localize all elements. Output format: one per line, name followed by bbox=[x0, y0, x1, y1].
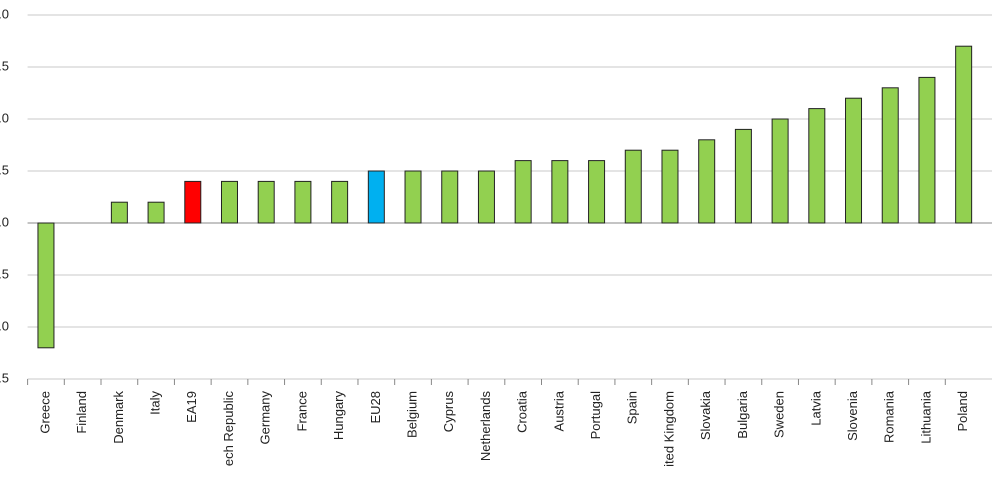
bar bbox=[441, 170, 459, 224]
y-tick-label: 1.5 bbox=[0, 58, 9, 73]
y-tick-label: -1.5 bbox=[0, 370, 9, 385]
x-tick-label: Finland bbox=[74, 391, 89, 434]
bar bbox=[257, 180, 275, 224]
x-tick-label: France bbox=[294, 391, 309, 431]
bar bbox=[37, 222, 55, 349]
x-tick-label: Belgium bbox=[404, 391, 419, 438]
bar bbox=[514, 160, 532, 224]
bar bbox=[477, 170, 495, 224]
bar bbox=[294, 180, 312, 224]
bar bbox=[771, 118, 789, 224]
y-tick-label: 2.0 bbox=[0, 6, 9, 21]
x-tick-label: Netherlands bbox=[478, 391, 493, 462]
x-tick-label: Poland bbox=[955, 391, 970, 431]
x-tick-label: Cyprus bbox=[441, 391, 456, 433]
bar bbox=[184, 180, 202, 224]
bar bbox=[698, 139, 716, 224]
bar bbox=[661, 149, 679, 224]
x-tick-label: Denmark bbox=[111, 391, 126, 444]
x-tick-label: Hungary bbox=[331, 391, 346, 441]
y-tick-label: -1.0 bbox=[0, 318, 9, 333]
x-tick-label: Latvia bbox=[808, 390, 823, 425]
x-tick-label: Slovenia bbox=[845, 390, 860, 441]
y-tick-label: -0.5 bbox=[0, 266, 9, 281]
x-tick-label: Austria bbox=[551, 390, 566, 431]
bar bbox=[551, 160, 569, 224]
x-tick-label: EA19 bbox=[184, 391, 199, 423]
x-tick-label: Sweden bbox=[772, 391, 787, 438]
bar bbox=[881, 87, 899, 224]
bar bbox=[955, 45, 973, 224]
y-tick-label: 0.5 bbox=[0, 162, 9, 177]
bar bbox=[918, 76, 936, 224]
bar bbox=[588, 160, 606, 224]
x-tick-label: ited Kingdom bbox=[661, 391, 676, 467]
x-tick-label: Slovakia bbox=[698, 390, 713, 440]
bar bbox=[734, 128, 752, 224]
x-tick-label: Bulgaria bbox=[735, 390, 750, 438]
bar bbox=[404, 170, 422, 224]
x-tick-label: ech Republic bbox=[221, 391, 236, 467]
bar bbox=[367, 170, 385, 224]
x-tick-label: Italy bbox=[148, 391, 163, 415]
bar bbox=[220, 180, 238, 224]
bar bbox=[331, 180, 349, 224]
bar bbox=[147, 201, 165, 224]
bar bbox=[845, 97, 863, 224]
bar bbox=[808, 108, 826, 224]
x-tick-label: Lithuania bbox=[918, 390, 933, 444]
bar bbox=[110, 201, 128, 224]
x-tick-label: Greece bbox=[37, 391, 52, 434]
x-tick-label: Croatia bbox=[515, 390, 530, 433]
y-tick-label: 0.0 bbox=[0, 214, 9, 229]
x-tick-label: Romania bbox=[882, 390, 897, 443]
bar bbox=[624, 149, 642, 224]
x-tick-label: EU28 bbox=[368, 391, 383, 424]
y-tick-label: 1.0 bbox=[0, 110, 9, 125]
x-tick-label: Germany bbox=[258, 391, 273, 445]
x-tick-label: Portugal bbox=[588, 391, 603, 440]
x-tick-label: Spain bbox=[625, 391, 640, 424]
